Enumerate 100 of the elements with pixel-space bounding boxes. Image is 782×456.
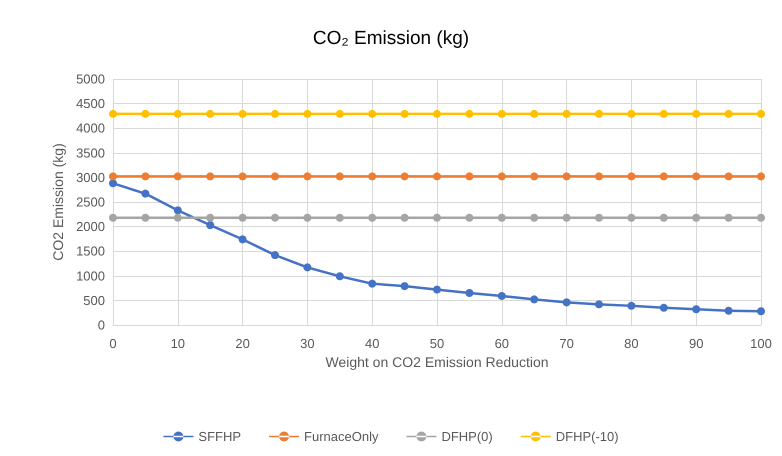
- y-tick-label: 4500: [76, 96, 105, 112]
- point: [498, 110, 506, 118]
- point: [141, 110, 150, 118]
- legend-label: DFHP(0): [441, 429, 493, 444]
- point: [109, 172, 117, 180]
- point: [400, 214, 409, 222]
- point: [141, 172, 150, 180]
- x-tick-label: 10: [170, 336, 186, 351]
- point: [530, 110, 538, 118]
- point: [692, 214, 700, 222]
- point: [562, 214, 571, 222]
- point: [724, 110, 733, 118]
- x-tick-label: 0: [109, 336, 117, 351]
- point: [465, 214, 474, 222]
- point: [206, 110, 214, 118]
- point: [562, 110, 571, 118]
- point: [174, 206, 182, 214]
- legend-label: FurnaceOnly: [304, 429, 379, 444]
- point: [271, 172, 279, 180]
- point: [498, 292, 506, 300]
- point: [141, 190, 150, 198]
- point: [433, 286, 441, 294]
- point: [271, 214, 279, 222]
- point: [498, 214, 506, 222]
- point: [627, 214, 636, 222]
- point: [660, 304, 668, 312]
- point: [724, 306, 733, 315]
- point: [595, 172, 603, 180]
- point: [400, 282, 409, 290]
- point: [692, 305, 700, 314]
- point: [109, 179, 117, 188]
- point: [238, 235, 247, 244]
- point: [336, 214, 344, 222]
- point: [692, 172, 700, 180]
- point: [660, 172, 668, 180]
- point: [595, 300, 603, 308]
- point: [562, 298, 571, 306]
- point: [757, 307, 765, 316]
- point: [303, 214, 312, 222]
- point: [271, 110, 279, 118]
- point: [530, 295, 538, 304]
- point: [368, 214, 376, 222]
- point: [303, 110, 312, 118]
- point: [660, 110, 668, 118]
- point: [400, 110, 409, 118]
- y-tick-label: 2500: [76, 194, 105, 210]
- point: [562, 172, 571, 180]
- point: [109, 214, 117, 222]
- point: [627, 172, 636, 180]
- x-tick-label: 70: [559, 336, 574, 351]
- y-tick-label: 3000: [76, 170, 105, 185]
- point: [433, 214, 441, 222]
- point: [206, 172, 214, 180]
- point: [465, 110, 474, 118]
- point: [595, 214, 603, 222]
- point: [400, 172, 409, 180]
- point: [433, 110, 441, 118]
- y-tick-label: 4000: [76, 120, 105, 136]
- point: [141, 214, 150, 222]
- point: [174, 110, 182, 118]
- point: [336, 272, 344, 280]
- x-tick-label: 60: [494, 336, 510, 351]
- y-tick-label: 3500: [76, 145, 105, 160]
- y-tick-label: 5000: [76, 72, 105, 86]
- point: [757, 172, 765, 180]
- point: [206, 221, 214, 230]
- point: [530, 172, 538, 180]
- point: [465, 172, 474, 180]
- point: [627, 302, 636, 310]
- point: [271, 251, 279, 260]
- point: [498, 172, 506, 180]
- point: [336, 110, 344, 118]
- point: [336, 172, 344, 180]
- point: [303, 263, 312, 272]
- point: [174, 172, 182, 180]
- x-tick-label: 40: [364, 336, 380, 351]
- point: [627, 110, 636, 118]
- point: [174, 214, 182, 222]
- y-tick-label: 0: [98, 318, 105, 332]
- x-tick-label: 100: [750, 336, 772, 351]
- x-tick-label: 50: [430, 336, 444, 351]
- point: [595, 110, 603, 118]
- point: [109, 110, 117, 118]
- point: [433, 172, 441, 180]
- x-tick-label: 90: [688, 336, 704, 351]
- legend-label: SFFHP: [198, 429, 242, 444]
- point: [530, 214, 538, 222]
- point: [757, 214, 765, 222]
- point: [368, 110, 376, 118]
- point: [724, 172, 733, 180]
- point: [757, 110, 765, 118]
- x-tick-label: 80: [624, 336, 639, 351]
- x-tick-label: 30: [300, 336, 315, 351]
- chart-title: CO₂ Emission (kg): [312, 28, 470, 49]
- point: [368, 280, 376, 288]
- x-tick-label: 20: [235, 336, 250, 351]
- y-tick-label: 1500: [76, 244, 105, 259]
- y-tick-label: 500: [83, 292, 105, 308]
- point: [238, 110, 247, 118]
- y-tick-label: 1000: [76, 268, 105, 284]
